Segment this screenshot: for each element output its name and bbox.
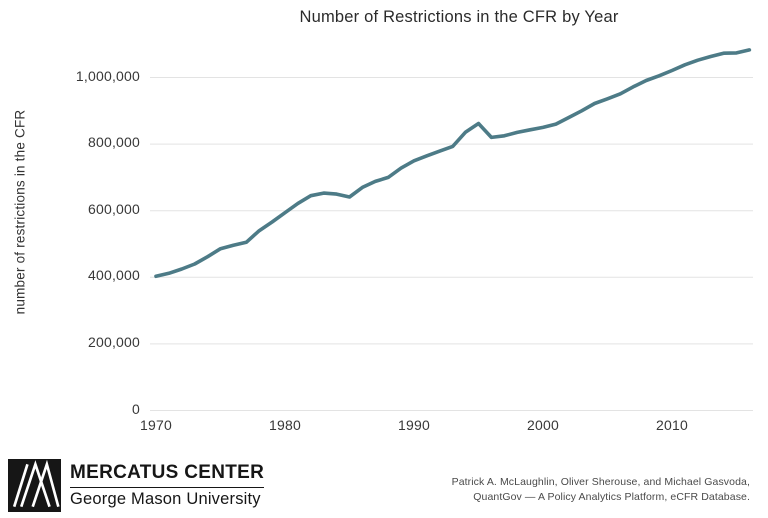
y-tick-label: 800,000 — [87, 134, 140, 151]
attribution-line-2: QuantGov — A Policy Analytics Platform, … — [473, 491, 750, 504]
x-tick-label: 2000 — [527, 417, 559, 433]
logo-text: MERCATUS CENTER George Mason University — [70, 459, 265, 512]
org-subtitle: George Mason University — [70, 489, 261, 508]
x-tick-label: 2010 — [656, 417, 688, 433]
y-tick-label: 200,000 — [87, 333, 140, 350]
plot-svg — [150, 48, 753, 411]
x-tick-label: 1970 — [140, 417, 172, 433]
y-tick-label: 600,000 — [87, 200, 140, 217]
x-tick-label: 1980 — [269, 417, 301, 433]
y-tick-label: 400,000 — [87, 267, 140, 284]
x-tick-label: 1990 — [398, 417, 430, 433]
mercatus-m-logo-icon — [8, 459, 61, 512]
footer: MERCATUS CENTER George Mason University … — [0, 455, 768, 518]
attribution: Patrick A. McLaughlin, Oliver Sherouse, … — [452, 475, 750, 505]
y-tick-label: 0 — [132, 400, 140, 417]
chart-title: Number of Restrictions in the CFR by Yea… — [299, 8, 619, 26]
mercatus-logo-block: MERCATUS CENTER George Mason University — [8, 459, 265, 512]
logo-divider — [70, 486, 265, 488]
restrictions-line — [154, 48, 752, 279]
chart-area: Number of Restrictions in the CFR by Yea… — [13, 8, 753, 433]
attribution-line-1: Patrick A. McLaughlin, Oliver Sherouse, … — [451, 476, 750, 488]
org-name: MERCATUS CENTER — [70, 461, 265, 483]
y-tick-label: 1,000,000 — [75, 67, 140, 84]
